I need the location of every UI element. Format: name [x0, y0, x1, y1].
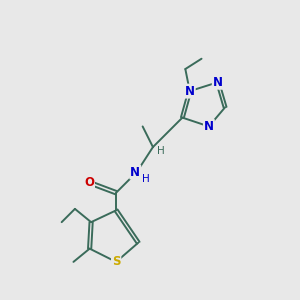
Text: N: N	[213, 76, 223, 89]
Text: O: O	[84, 176, 94, 189]
Text: N: N	[130, 166, 140, 178]
Text: S: S	[112, 255, 120, 268]
Text: H: H	[157, 146, 165, 156]
Text: H: H	[142, 174, 150, 184]
Text: N: N	[204, 120, 214, 133]
Text: N: N	[185, 85, 195, 98]
